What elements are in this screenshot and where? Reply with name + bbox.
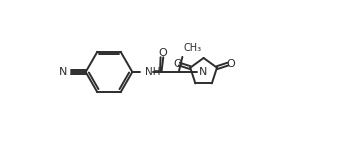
Text: O: O [226,59,235,69]
Text: N: N [59,67,68,77]
Text: NH: NH [145,67,160,77]
Text: O: O [173,59,182,69]
Text: N: N [199,67,207,77]
Text: CH₃: CH₃ [184,43,202,53]
Text: O: O [158,48,167,58]
